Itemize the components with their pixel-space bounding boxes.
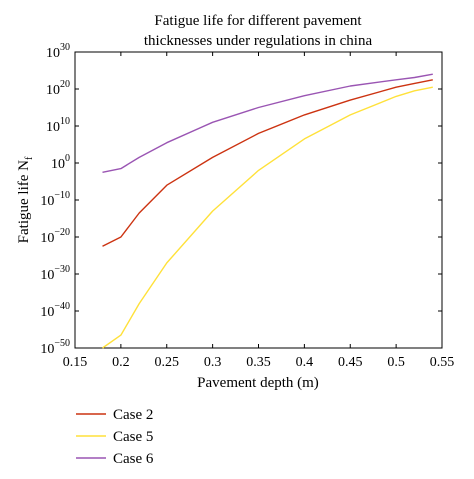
x-axis-ticks: 0.15 0.2 0.25 0.3 0.35 0.4 0.45 0.5 0.55 bbox=[63, 52, 455, 370]
x-tick-label: 0.4 bbox=[296, 355, 314, 370]
x-axis-label: Pavement depth (m) bbox=[197, 375, 319, 391]
y-tick-label: 10−10 bbox=[40, 190, 70, 209]
x-tick-label: 0.35 bbox=[246, 355, 271, 370]
x-tick-label: 0.45 bbox=[338, 355, 363, 370]
chart-title-line-1: Fatigue life for different pavement bbox=[154, 13, 362, 29]
x-tick-label: 0.25 bbox=[155, 355, 180, 370]
x-tick-label: 0.55 bbox=[430, 355, 455, 370]
plot-frame bbox=[74, 51, 443, 349]
series-line-case-6 bbox=[102, 73, 433, 173]
legend-label: Case 5 bbox=[113, 429, 153, 445]
y-tick-label: 10−50 bbox=[40, 338, 70, 357]
y-tick-label: 1020 bbox=[46, 79, 70, 98]
y-tick-label: 1010 bbox=[46, 116, 70, 135]
y-axis-ticks: 10−50 10−40 10−30 10−20 10−10 100 1010 1020 1030 bbox=[40, 42, 442, 357]
legend: Case 2 Case 5 Case 6 bbox=[76, 407, 154, 467]
series-line-case-5 bbox=[102, 86, 433, 349]
y-tick-label: 100 bbox=[51, 153, 70, 172]
legend-label: Case 2 bbox=[113, 407, 153, 423]
y-axis-label: Fatigue life Nf bbox=[16, 156, 35, 243]
x-tick-label: 0.2 bbox=[112, 355, 130, 370]
series-lines bbox=[102, 73, 433, 349]
x-tick-label: 0.5 bbox=[387, 355, 405, 370]
series-line-case-2 bbox=[102, 79, 433, 247]
y-tick-label: 10−40 bbox=[40, 301, 70, 320]
y-axis-label-main: Fatigue life N bbox=[16, 160, 32, 243]
y-tick-label: 10−20 bbox=[40, 227, 70, 246]
chart-title-line-2: thicknesses under regulations in china bbox=[144, 33, 373, 49]
y-tick-label: 1030 bbox=[46, 42, 70, 61]
x-tick-label: 0.3 bbox=[204, 355, 222, 370]
x-tick-label: 0.15 bbox=[63, 355, 88, 370]
y-axis-label-subscript: f bbox=[24, 156, 35, 160]
y-tick-label: 10−30 bbox=[40, 264, 70, 283]
legend-label: Case 6 bbox=[113, 451, 154, 467]
